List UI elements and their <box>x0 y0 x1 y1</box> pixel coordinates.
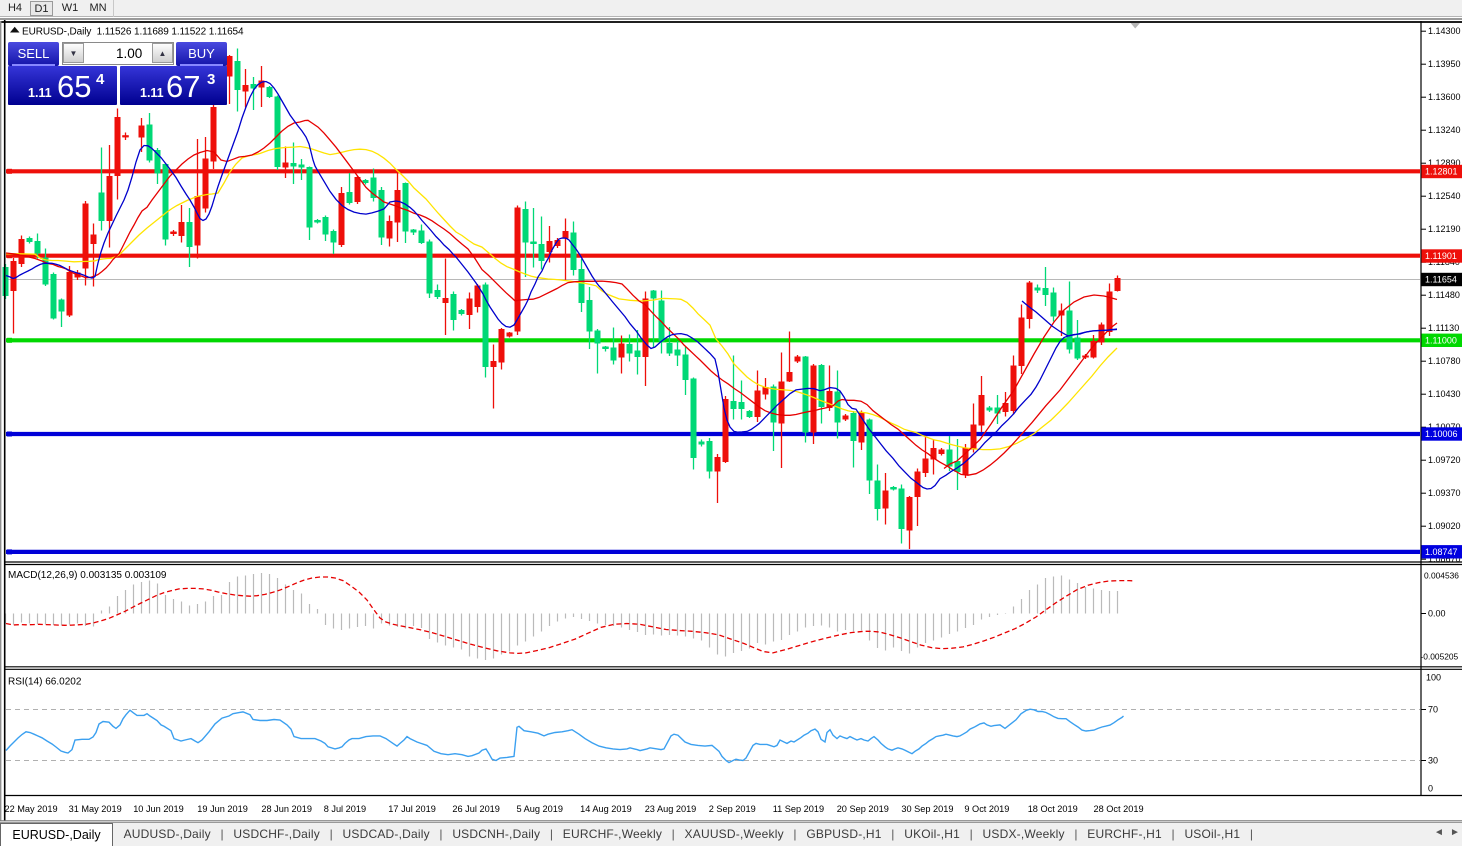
svg-text:1.09020: 1.09020 <box>1428 521 1461 531</box>
svg-text:MACD(12,26,9) 0.003135 0.00310: MACD(12,26,9) 0.003135 0.003109 <box>8 570 167 581</box>
svg-text:100: 100 <box>1426 673 1441 683</box>
svg-text:1.12190: 1.12190 <box>1428 224 1461 234</box>
svg-text:11 Sep 2019: 11 Sep 2019 <box>773 804 824 814</box>
svg-text:14 Aug 2019: 14 Aug 2019 <box>580 804 632 814</box>
svg-text:18 Oct 2019: 18 Oct 2019 <box>1028 804 1078 814</box>
svg-text:70: 70 <box>1428 705 1438 715</box>
svg-text:1.13240: 1.13240 <box>1428 125 1461 135</box>
svg-text:1.10006: 1.10006 <box>1425 429 1458 439</box>
svg-text:1.09720: 1.09720 <box>1428 455 1461 465</box>
svg-text:1.09370: 1.09370 <box>1428 488 1461 498</box>
svg-text:1.11000: 1.11000 <box>1425 336 1457 346</box>
svg-text:23 Aug 2019: 23 Aug 2019 <box>645 804 697 814</box>
svg-text:10 Jun 2019: 10 Jun 2019 <box>133 804 184 814</box>
svg-text:-0.005205: -0.005205 <box>1421 652 1459 662</box>
svg-text:20 Sep 2019: 20 Sep 2019 <box>837 804 889 814</box>
svg-text:1.11654: 1.11654 <box>1425 275 1457 285</box>
svg-text:8 Jul 2019: 8 Jul 2019 <box>324 804 366 814</box>
svg-text:17 Jul 2019: 17 Jul 2019 <box>388 804 436 814</box>
svg-text:1.11480: 1.11480 <box>1428 290 1460 300</box>
svg-text:1.12540: 1.12540 <box>1428 191 1461 201</box>
svg-text:31 May 2019: 31 May 2019 <box>69 804 122 814</box>
svg-text:1.12890: 1.12890 <box>1428 158 1461 168</box>
svg-text:19 Jun 2019: 19 Jun 2019 <box>197 804 248 814</box>
svg-text:30: 30 <box>1428 756 1438 766</box>
svg-text:RSI(14) 66.0202: RSI(14) 66.0202 <box>8 677 82 688</box>
svg-text:1.13600: 1.13600 <box>1428 92 1461 102</box>
svg-text:22 May 2019: 22 May 2019 <box>5 804 58 814</box>
svg-text:9 Oct 2019: 9 Oct 2019 <box>964 804 1009 814</box>
svg-text:1.11901: 1.11901 <box>1425 251 1457 261</box>
svg-text:1.11130: 1.11130 <box>1428 323 1459 333</box>
svg-text:1.13950: 1.13950 <box>1428 59 1461 69</box>
svg-text:1.08670: 1.08670 <box>1428 554 1461 564</box>
svg-text:28 Oct 2019: 28 Oct 2019 <box>1094 804 1144 814</box>
svg-text:1.14300: 1.14300 <box>1428 26 1461 36</box>
svg-text:28 Jun 2019: 28 Jun 2019 <box>261 804 312 814</box>
svg-text:1.10430: 1.10430 <box>1428 389 1461 399</box>
svg-text:26 Jul 2019: 26 Jul 2019 <box>452 804 500 814</box>
svg-text:0.004536: 0.004536 <box>1424 571 1459 581</box>
svg-text:1.08747: 1.08747 <box>1425 547 1458 557</box>
svg-text:1.12801: 1.12801 <box>1425 167 1458 177</box>
svg-text:2 Sep 2019: 2 Sep 2019 <box>709 804 756 814</box>
svg-text:EURUSD-,Daily 1.11526 1.11689: EURUSD-,Daily 1.11526 1.11689 1.11522 1.… <box>22 26 244 37</box>
svg-text:0: 0 <box>1428 784 1433 794</box>
svg-text:5 Aug 2019: 5 Aug 2019 <box>517 804 564 814</box>
svg-text:30 Sep 2019: 30 Sep 2019 <box>901 804 953 814</box>
svg-text:1.10780: 1.10780 <box>1428 356 1461 366</box>
svg-text:1.10070: 1.10070 <box>1428 422 1461 432</box>
svg-text:0.00: 0.00 <box>1428 609 1446 619</box>
